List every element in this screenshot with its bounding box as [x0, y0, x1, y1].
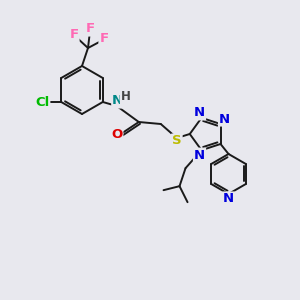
- Text: H: H: [121, 91, 131, 103]
- Text: S: S: [172, 134, 182, 148]
- Text: N: N: [219, 112, 230, 125]
- Text: F: F: [69, 28, 79, 41]
- Text: N: N: [112, 94, 123, 107]
- Text: O: O: [111, 128, 122, 140]
- Text: F: F: [85, 22, 94, 35]
- Text: F: F: [99, 32, 109, 46]
- Text: N: N: [194, 106, 205, 119]
- Text: N: N: [194, 149, 205, 162]
- Text: N: N: [223, 193, 234, 206]
- Text: Cl: Cl: [35, 95, 49, 109]
